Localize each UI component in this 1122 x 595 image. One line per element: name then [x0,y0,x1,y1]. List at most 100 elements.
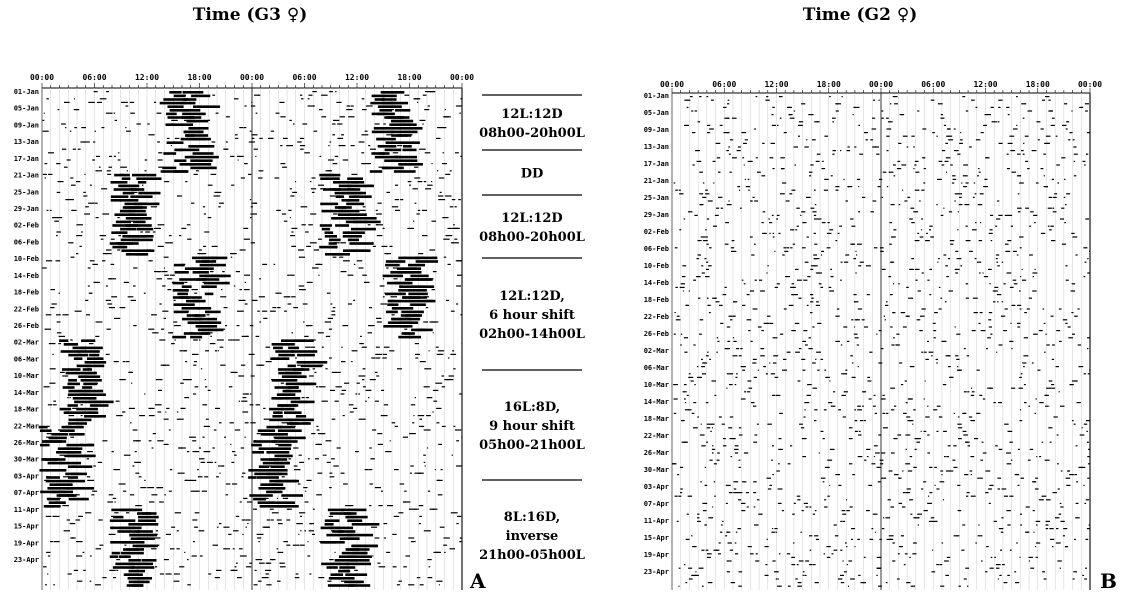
activity-mark [94,382,98,384]
activity-mark [419,361,426,363]
activity-mark [56,321,61,323]
activity-mark [740,366,745,368]
activity-mark [931,571,936,573]
activity-mark [1074,315,1078,317]
activity-mark [405,314,423,317]
activity-mark [270,519,274,521]
activity-mark [145,231,151,233]
activity-mark [66,519,71,521]
activity-mark [910,398,913,400]
activity-mark [1048,99,1051,101]
activity-mark [1024,103,1027,105]
activity-mark [333,119,340,121]
activity-mark [983,186,988,188]
activity-mark [240,447,245,449]
activity-mark [445,235,453,237]
activity-mark [376,213,382,215]
activity-mark [166,137,170,139]
activity-mark [811,297,814,299]
activity-mark [856,254,858,256]
activity-mark [250,242,255,244]
activity-mark [333,242,340,244]
activity-mark [124,206,147,209]
activity-mark [826,232,832,234]
activity-mark [414,508,419,510]
activity-mark [960,139,963,141]
date-label: 23-Apr [14,556,39,564]
activity-mark [1052,344,1055,346]
activity-mark [63,101,70,103]
activity-mark [266,584,272,586]
activity-mark [295,357,297,359]
activity-mark [1028,297,1032,299]
activity-mark [190,479,197,481]
activity-mark [848,427,851,429]
activity-mark [50,461,57,463]
activity-mark [82,411,99,414]
activity-mark [806,394,811,396]
activity-mark [330,573,344,576]
activity-mark [353,407,358,409]
activity-mark [287,364,296,368]
activity-mark [990,106,994,108]
activity-mark [705,355,709,357]
activity-mark [700,423,702,425]
activity-mark [248,476,257,479]
activity-mark [917,232,920,234]
activity-mark [99,544,104,546]
activity-mark [777,488,783,490]
activity-mark [917,517,920,519]
activity-mark [453,368,456,370]
activity-mark [461,436,462,438]
activity-mark [1086,528,1090,530]
activity-mark [1069,474,1074,476]
activity-mark [74,127,77,129]
activity-mark [872,405,876,407]
activity-mark [872,117,876,119]
activity-mark [347,274,354,276]
activity-mark [234,134,238,136]
activity-mark [392,159,418,162]
activity-mark [218,523,222,525]
activity-mark [194,314,206,317]
activity-mark [307,458,310,460]
activity-mark [898,546,903,548]
activity-mark [67,393,91,396]
activity-mark [312,105,315,107]
activity-mark [86,314,91,316]
activity-mark [68,242,74,244]
activity-mark [341,199,351,202]
activity-mark [192,105,221,108]
activity-mark [241,400,248,402]
activity-mark [300,206,308,208]
activity-mark [419,119,426,121]
activity-mark [216,339,224,341]
activity-mark [377,433,383,435]
activity-mark [115,231,128,234]
activity-mark [443,127,447,129]
activity-mark [57,109,60,111]
activity-mark [235,271,241,273]
activity-mark [927,495,930,497]
activity-mark [455,465,462,467]
activity-mark [1033,214,1038,216]
activity-mark [673,182,676,184]
activity-mark [1011,171,1016,173]
activity-mark [705,402,709,404]
activity-mark [800,531,802,533]
date-label: 14-Feb [14,272,39,280]
activity-mark [94,130,96,132]
activity-mark [163,559,169,561]
activity-mark [334,206,352,209]
activity-mark [253,440,277,443]
activity-mark [404,134,407,136]
activity-mark [116,569,119,571]
activity-mark [119,209,137,213]
activity-mark [158,271,162,273]
activity-mark [754,434,758,436]
activity-mark [106,91,109,93]
activity-mark [876,153,880,155]
activity-mark [150,206,158,208]
activity-mark [88,343,94,345]
activity-mark [707,582,713,584]
